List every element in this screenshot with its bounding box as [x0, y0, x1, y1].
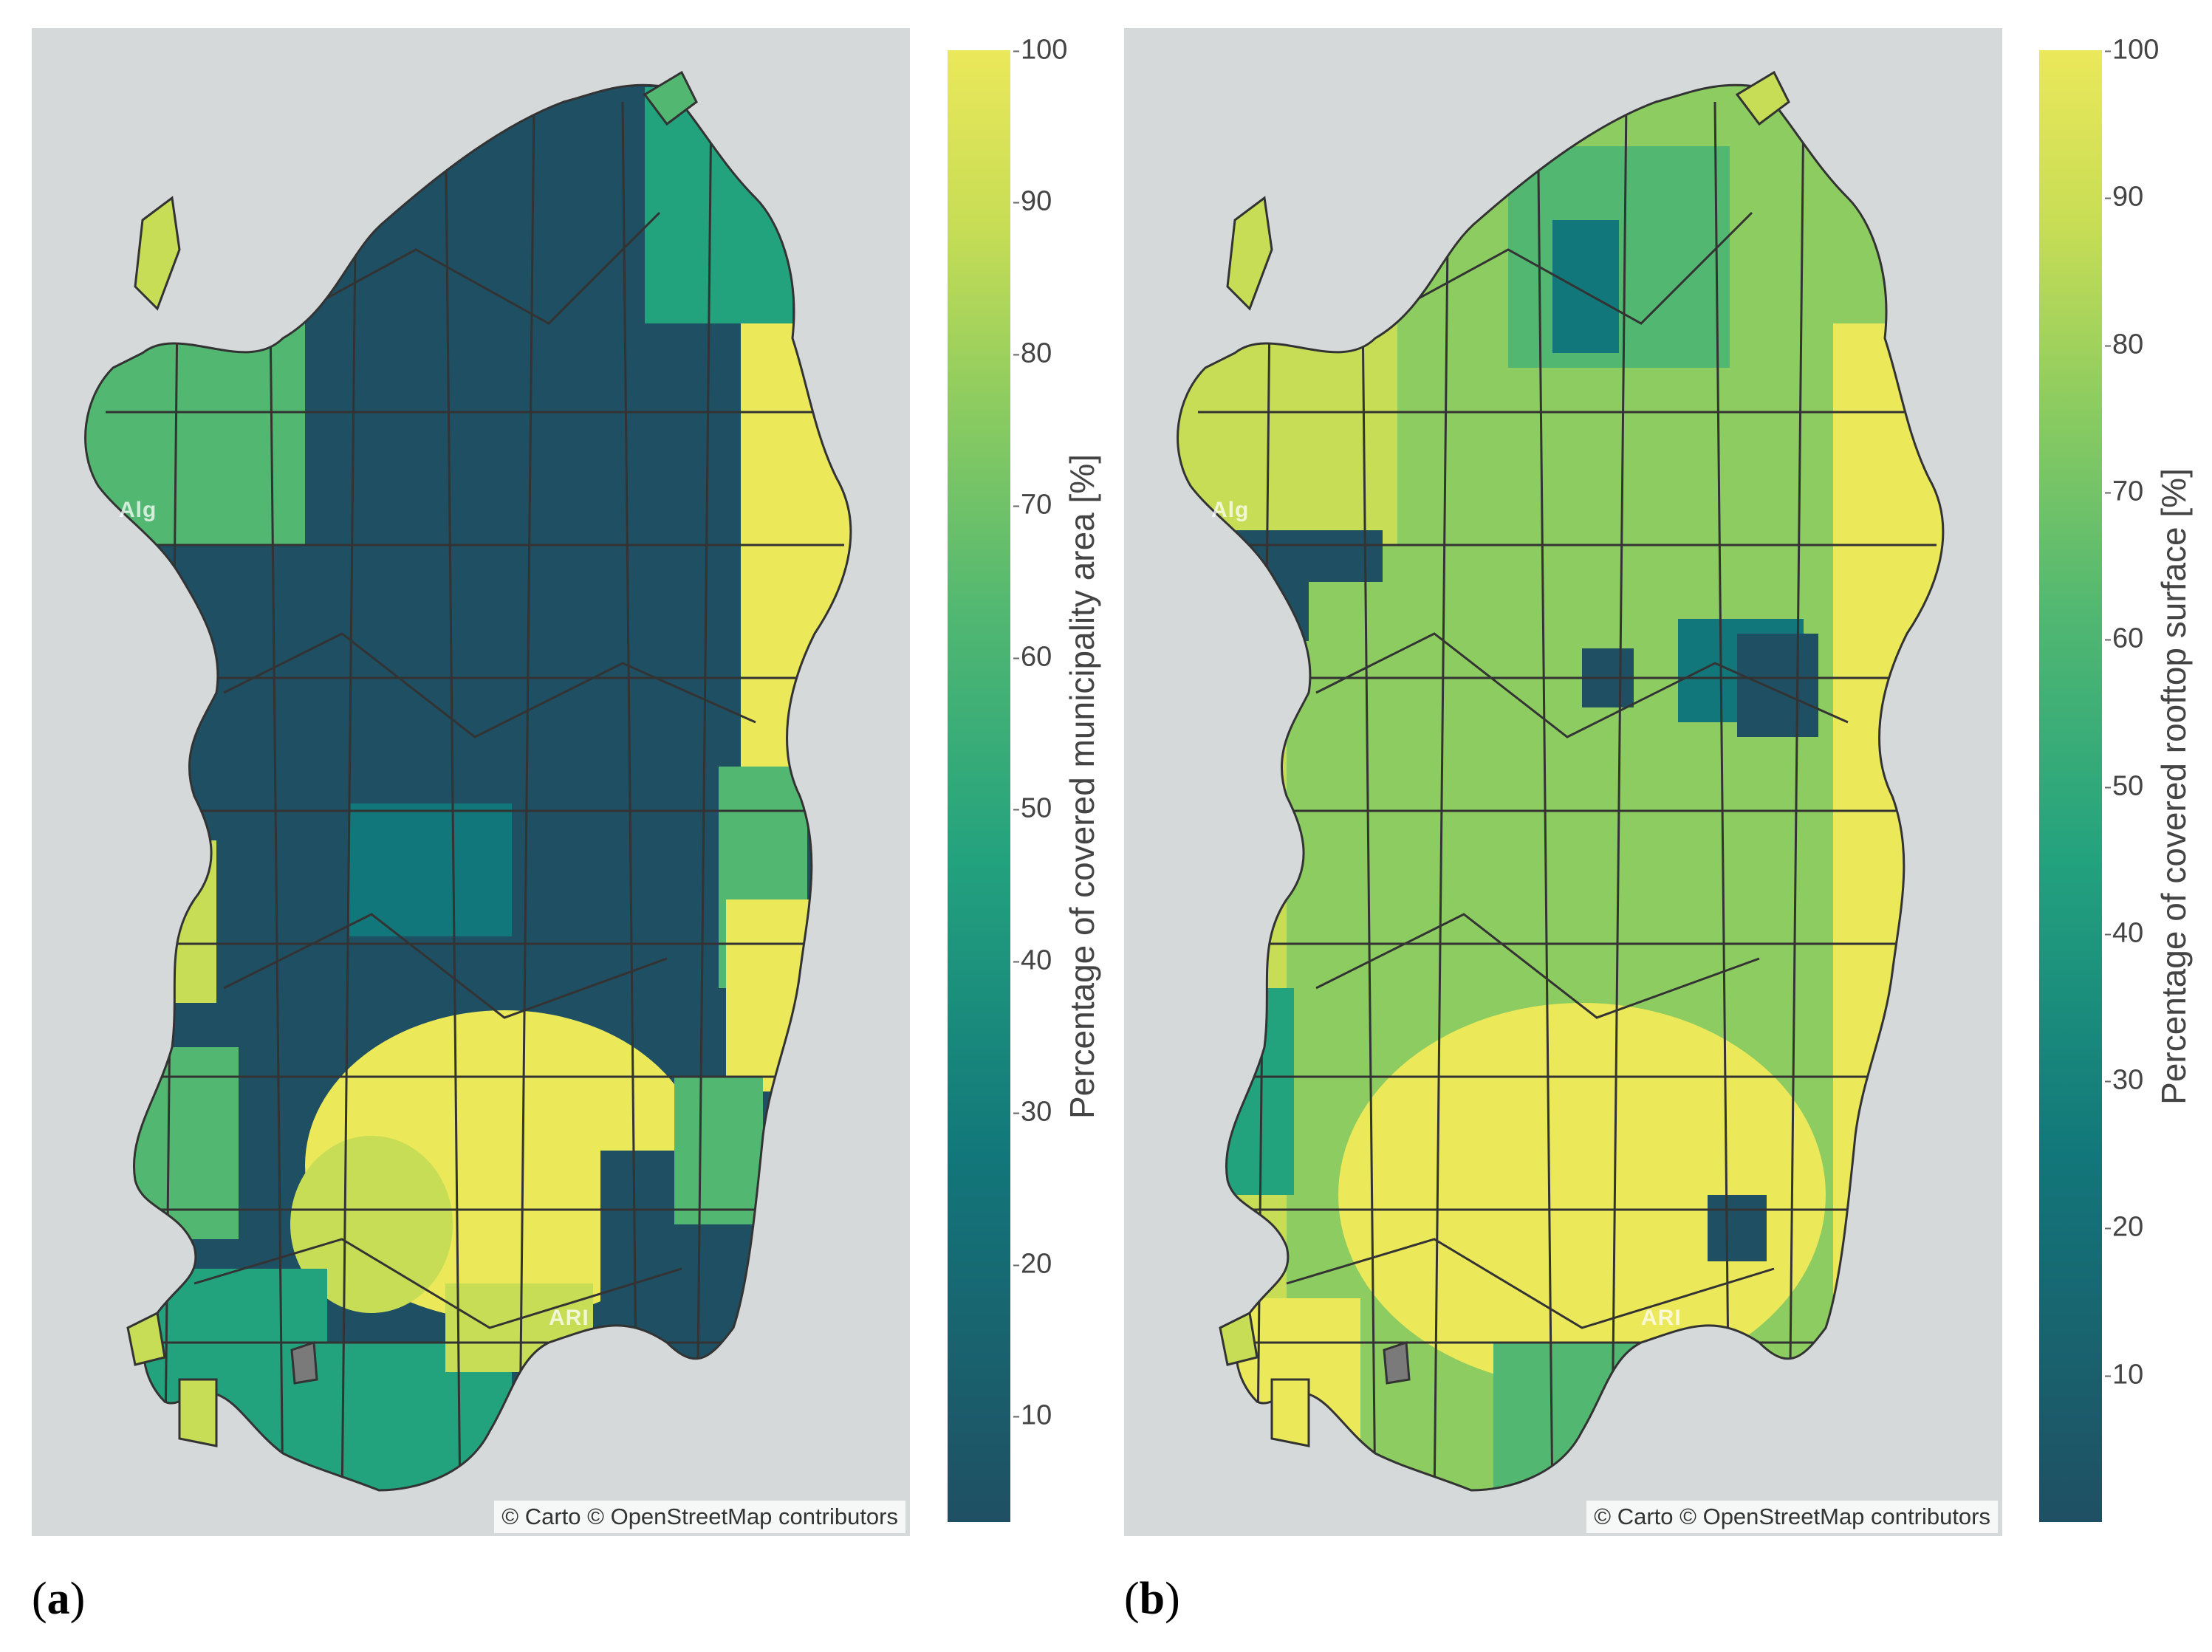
boundaries-a [106, 101, 844, 1491]
tick-20-a: 20 [1013, 1248, 1052, 1280]
tick-90-a: 90 [1013, 185, 1052, 217]
coastline-a [84, 83, 852, 1492]
attribution-b[interactable]: © Carto © OpenStreetMap contributors [1586, 1501, 1998, 1533]
panel-b: Alg ARI © Carto © OpenStreetMap contribu… [1092, 0, 2197, 1652]
sanpietro-island-b [1219, 1311, 1259, 1366]
tick-80-a: 80 [1013, 337, 1052, 369]
colorbar-ticks-b: 100 90 80 70 60 50 40 30 20 10 [2104, 35, 2186, 1522]
attribution-a[interactable]: © Carto © OpenStreetMap contributors [494, 1501, 905, 1533]
tick-100-a: 100 [1013, 34, 1068, 66]
tick-10-b: 10 [2104, 1359, 2144, 1391]
asinara-island-b [1226, 196, 1273, 311]
asinara-island-a [134, 196, 181, 311]
maddalena-island-b [1735, 70, 1790, 126]
panel-a: Alg ARI © Carto © OpenStreetMap contribu… [32, 28, 1101, 1624]
tick-30-a: 30 [1013, 1096, 1052, 1128]
panel-label-a: (a) [32, 1574, 86, 1624]
map-b[interactable]: Alg ARI © Carto © OpenStreetMap contribu… [1124, 28, 2002, 1536]
coastline-b [1177, 83, 1945, 1492]
ghost-label-alg-b: Alg [1211, 498, 1250, 522]
tick-30-b: 30 [2104, 1064, 2144, 1096]
tick-60-a: 60 [1013, 641, 1052, 673]
ghost-label-alg-a: Alg [119, 498, 157, 522]
choropleth-a [84, 70, 852, 1492]
tick-40-a: 40 [1013, 945, 1052, 976]
ghost-label-ari-a: ARI [549, 1306, 589, 1330]
tick-50-a: 50 [1013, 792, 1052, 824]
santantioco-island-a [178, 1378, 218, 1447]
santantioco-island-b [1270, 1378, 1310, 1447]
maddalena-island-a [643, 70, 698, 126]
map-a[interactable]: Alg ARI © Carto © OpenStreetMap contribu… [32, 28, 910, 1536]
sanpietro-island-a [126, 1311, 166, 1366]
tick-100-b: 100 [2104, 34, 2160, 66]
tick-70-a: 70 [1013, 489, 1052, 521]
colorbar-title-b: Percentage of covered rooftop surface [%… [2154, 468, 2193, 1105]
tick-40-b: 40 [2104, 917, 2144, 949]
tick-10-a: 10 [1013, 1399, 1052, 1431]
tick-60-b: 60 [2104, 623, 2144, 654]
colorbar-b [2039, 50, 2102, 1522]
nodata-area-a [290, 1340, 318, 1385]
colorbar-a [948, 50, 1010, 1522]
choropleth-b [1177, 70, 1945, 1492]
colorbar-ticks-a: 100 90 80 70 60 50 40 30 20 10 [1013, 35, 1095, 1522]
tick-70-b: 70 [2104, 476, 2144, 507]
nodata-area-b [1383, 1340, 1411, 1385]
panel-label-b: (b) [1124, 1574, 1180, 1624]
tick-80-b: 80 [2104, 329, 2144, 360]
tick-90-b: 90 [2104, 181, 2144, 213]
tick-20-b: 20 [2104, 1211, 2144, 1243]
ghost-label-ari-b: ARI [1641, 1306, 1682, 1330]
tick-50-b: 50 [2104, 770, 2144, 802]
